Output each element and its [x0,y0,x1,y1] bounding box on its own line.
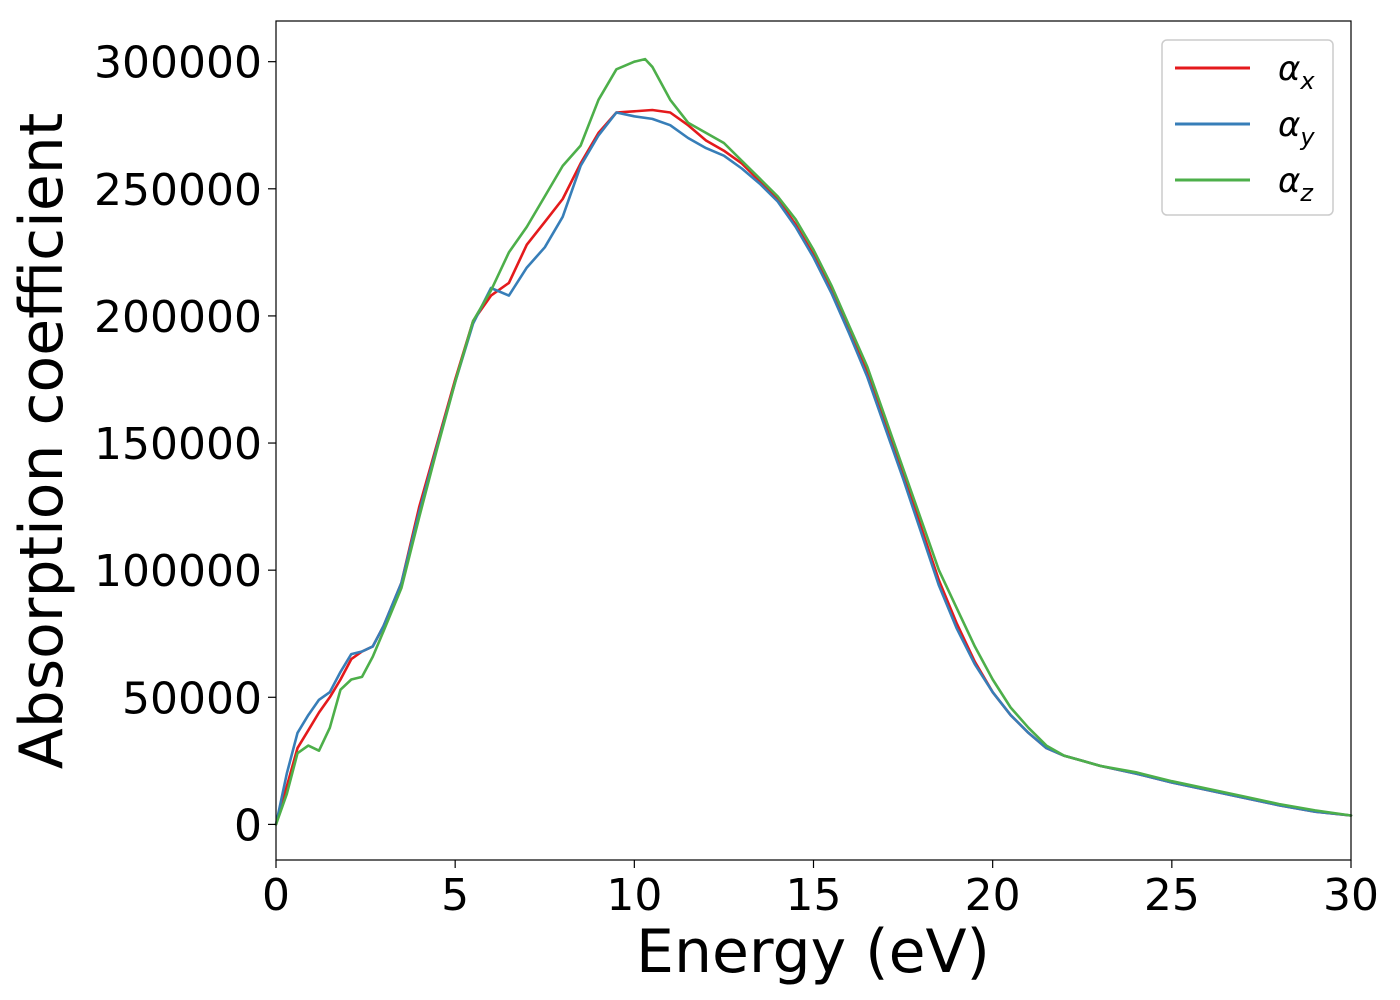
series-line-y [274,111,1353,826]
legend-label-base: α [1278,49,1300,89]
legend-label-z: αz [1278,161,1314,207]
x-tick-label: 25 [1144,870,1200,921]
series-layer [274,57,1353,826]
legend-label-subscript: z [1299,179,1314,207]
y-tick-label: 150000 [94,419,262,470]
y-tick-label: 50000 [122,673,262,724]
legend-label-subscript: x [1299,67,1315,95]
x-axis-ticks: 0 5 10 15 20 25 30 [262,860,1379,921]
y-tick-label: 100000 [94,546,262,597]
x-tick-label: 15 [786,870,842,921]
y-axis-ticks: 0 50000 100000 150000 200000 250000 300000 [94,38,276,851]
y-tick-label: 200000 [94,292,262,343]
x-axis-label: Energy (eV) [636,917,990,987]
series-line-x [274,108,1353,826]
y-tick-label: 300000 [94,38,262,89]
legend-label-subscript: y [1299,123,1315,151]
x-tick-label: 10 [606,870,662,921]
legend-label-base: α [1278,161,1300,201]
x-tick-label: 5 [441,870,469,921]
y-axis-label: Absorption coefficient [7,113,77,770]
x-tick-label: 0 [262,870,290,921]
legend-label-x: αx [1278,49,1315,95]
y-tick-label: 0 [234,800,262,851]
legend-box [1161,39,1334,216]
legend-label-y: αy [1278,105,1315,151]
series-line-z [274,57,1353,826]
legend-label-base: α [1278,105,1300,145]
x-tick-label: 20 [965,870,1021,921]
y-tick-label: 250000 [94,165,262,216]
x-tick-label: 30 [1323,870,1379,921]
